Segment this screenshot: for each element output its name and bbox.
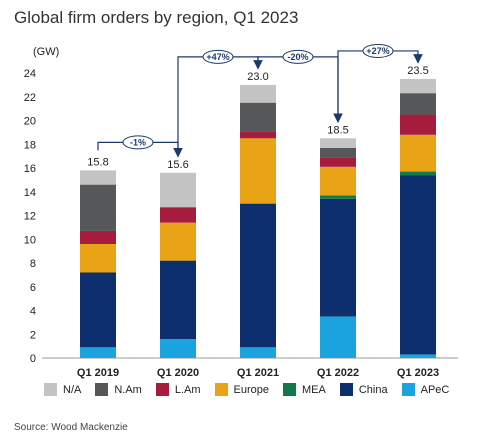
total-label: 23.5	[407, 65, 428, 77]
legend-swatch	[95, 383, 109, 396]
legend-label: L.Am	[174, 383, 201, 396]
total-label: 15.8	[87, 156, 108, 168]
legend-swatch	[155, 383, 169, 396]
legend-label: N/A	[63, 383, 82, 396]
y-tick-label: 2	[30, 329, 36, 341]
change-badge	[362, 43, 394, 58]
bar-segment-lam	[400, 114, 436, 135]
bar-segment-nam	[320, 147, 356, 158]
bar-segment-na	[240, 84, 276, 103]
bar-segment-china	[80, 272, 116, 348]
bar-segment-na	[400, 78, 436, 94]
legend-label: China	[358, 383, 388, 396]
legend: N/A N.Am L.Am Europe MEA China APeC	[44, 383, 463, 396]
y-tick-label: 0	[30, 353, 36, 365]
bar-segment-nam	[240, 102, 276, 132]
bar-segment-apec	[320, 316, 356, 358]
change-label: -1%	[130, 137, 146, 147]
x-tick-label: Q1 2023	[397, 367, 439, 379]
y-tick-label: 6	[30, 282, 36, 294]
bar-segment-china	[240, 203, 276, 348]
change-label: +47%	[206, 52, 229, 62]
bar-segment-apec	[80, 347, 116, 358]
y-tick-label: 16	[24, 163, 36, 175]
legend-item: N.Am	[95, 383, 142, 396]
legend-label: Europe	[233, 383, 270, 396]
bar-segment-nam	[400, 93, 436, 115]
legend-item: L.Am	[155, 383, 201, 396]
legend-item: N/A	[44, 383, 81, 396]
change-badge	[282, 49, 314, 64]
legend-swatch	[283, 383, 297, 396]
change-label: +27%	[366, 46, 389, 56]
legend-swatch	[214, 383, 228, 396]
bar-segment-europe	[80, 244, 116, 273]
legend-item: Europe	[214, 383, 270, 396]
legend-item: China	[339, 383, 388, 396]
x-tick-label: Q1 2022	[317, 367, 359, 379]
legend-label: APeC	[420, 383, 450, 396]
x-tick-label: Q1 2019	[77, 367, 119, 379]
y-axis-unit: (GW)	[33, 46, 60, 58]
bar-segment-china	[320, 198, 356, 317]
legend-swatch	[401, 383, 415, 396]
legend-swatch	[44, 383, 57, 396]
bar-segment-lam	[160, 207, 196, 223]
bar-segment-europe	[320, 166, 356, 196]
y-tick-label: 20	[24, 116, 36, 128]
source-note: Source: Wood Mackenzie	[14, 422, 128, 433]
bar-segment-na	[80, 170, 116, 185]
bar-segment-mea	[320, 195, 356, 199]
bar-segment-europe	[400, 134, 436, 172]
legend-item: APeC	[401, 383, 450, 396]
total-label: 23.0	[247, 71, 268, 83]
bar-segment-lam	[240, 131, 276, 139]
y-tick-label: 22	[24, 92, 36, 104]
total-label: 15.6	[167, 159, 188, 171]
legend-label: N.Am	[114, 383, 142, 396]
legend-label: MEA	[302, 383, 326, 396]
bar-segment-mea	[400, 171, 436, 176]
bar-segment-lam	[80, 230, 116, 244]
change-badge	[202, 49, 234, 64]
y-tick-label: 10	[24, 234, 36, 246]
y-tick-label: 12	[24, 211, 36, 223]
bar-segment-apec	[400, 354, 436, 358]
x-tick-label: Q1 2021	[237, 367, 279, 379]
change-label: -20%	[287, 52, 308, 62]
bar-segment-na	[320, 138, 356, 148]
y-tick-label: 14	[24, 187, 36, 199]
bar-segment-apec	[240, 347, 276, 358]
total-label: 18.5	[327, 124, 348, 136]
bar-segment-europe	[240, 138, 276, 204]
bar-segment-nam	[80, 184, 116, 231]
bar-segment-china	[160, 260, 196, 339]
bar-segment-lam	[320, 157, 356, 167]
legend-swatch	[339, 383, 353, 396]
bar-segment-apec	[160, 339, 196, 358]
bar-segment-europe	[160, 222, 196, 261]
y-tick-label: 4	[30, 306, 36, 318]
chart-title: Global firm orders by region, Q1 2023	[14, 8, 299, 27]
y-tick-label: 8	[30, 258, 36, 270]
y-tick-label: 18	[24, 139, 36, 151]
change-badge	[122, 135, 154, 150]
x-tick-label: Q1 2020	[157, 367, 199, 379]
bar-segment-na	[160, 172, 196, 208]
legend-item: MEA	[283, 383, 326, 396]
y-tick-label: 24	[24, 68, 36, 80]
bar-segment-china	[400, 175, 436, 355]
